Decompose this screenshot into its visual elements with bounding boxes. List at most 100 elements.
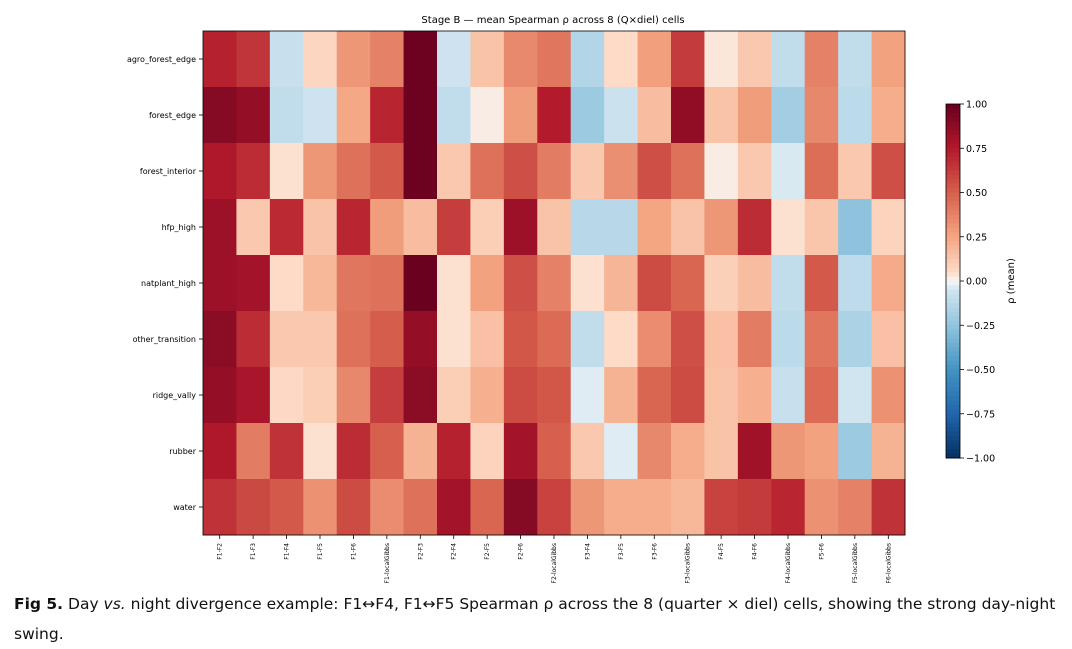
heatmap-cell	[570, 423, 605, 480]
colorbar-tick-label: 0.75	[966, 144, 987, 155]
colorbar-segment	[946, 281, 960, 286]
heatmap-cell	[737, 311, 772, 368]
colorbar-tick-label: 1.00	[966, 100, 987, 111]
row-labels: agro_forest_edge forest_edge forest_interi…	[127, 55, 203, 512]
heatmap-cell	[437, 423, 471, 480]
heatmap-cell	[503, 255, 538, 312]
heatmap-cell	[470, 199, 505, 256]
heatmap-cell	[503, 423, 538, 480]
heatmap-cell	[704, 367, 739, 424]
colorbar-segment	[946, 236, 960, 242]
heatmap-cell	[671, 311, 705, 368]
heatmap-cell	[637, 143, 672, 200]
column-label: F5-localGibbs	[852, 543, 859, 583]
row-label: water	[173, 503, 197, 512]
heatmap-cell	[570, 143, 605, 200]
heatmap-cell	[470, 143, 505, 200]
row-label: other_transition	[133, 335, 196, 344]
heatmap-cell	[637, 311, 672, 368]
heatmap-cell	[437, 199, 471, 256]
column-labels: F1-F2 F1-F3 F1-F4 F1-F5 F1-F6 F1-localGibbs F2…	[217, 535, 892, 583]
heatmap-cell	[570, 255, 605, 312]
row-label: natplant_high	[141, 279, 196, 288]
heatmap-cell	[236, 311, 271, 368]
colorbar-segment	[946, 117, 960, 123]
heatmap-cell	[370, 479, 404, 536]
colorbar-segment	[946, 378, 960, 384]
heatmap-cell	[637, 255, 672, 312]
heatmap-cell	[370, 311, 404, 368]
heatmap-cell	[838, 367, 872, 424]
heatmap-cell	[537, 87, 572, 144]
plot-frame	[202, 30, 906, 536]
heatmap-cell	[269, 479, 304, 536]
heatmap-cell	[604, 423, 638, 480]
heatmap-cell	[336, 31, 371, 88]
heatmap-cell	[203, 423, 237, 480]
row-label: rubber	[169, 447, 196, 456]
heatmap-cell	[704, 311, 739, 368]
heatmap-cell	[737, 87, 772, 144]
heatmap-cell	[570, 199, 605, 256]
heatmap-cell	[804, 367, 839, 424]
heatmap-cell	[871, 479, 906, 536]
heatmap-cell	[871, 31, 906, 88]
heatmap-cell	[370, 87, 404, 144]
caption-text-after: night divergence example: F1↔F4, F1↔F5 S…	[14, 595, 1056, 643]
colorbar-segment	[946, 104, 960, 109]
colorbar-segment	[946, 254, 960, 260]
heatmap-cell	[269, 31, 304, 88]
colorbar-segment	[946, 174, 960, 180]
heatmap-cell	[236, 199, 271, 256]
colorbar-segment	[946, 210, 960, 216]
colorbar-segment	[946, 307, 960, 313]
column-label: F2-F5	[484, 543, 491, 560]
heatmap-cell	[537, 367, 572, 424]
heatmap-cell	[804, 255, 839, 312]
heatmap-cell	[671, 479, 705, 536]
heatmap-cell	[269, 311, 304, 368]
heatmap-cell	[437, 367, 471, 424]
column-label: F2-F6	[518, 543, 525, 560]
heatmap-cell	[604, 87, 638, 144]
colorbar-segment	[946, 258, 960, 264]
heatmap-cell	[737, 423, 772, 480]
heatmap-cell	[570, 87, 605, 144]
column-label: F2-F3	[417, 543, 424, 560]
heatmap-cell	[871, 143, 906, 200]
heatmap-cell	[336, 311, 371, 368]
heatmap-cell	[403, 143, 438, 200]
colorbar-tick-label: 0.50	[966, 188, 987, 199]
heatmap-cell	[771, 367, 806, 424]
heatmap-cell	[503, 311, 538, 368]
heatmap-cell	[269, 255, 304, 312]
column-label: F1-F3	[250, 543, 257, 560]
heatmap-cell	[737, 143, 772, 200]
heatmap-cell	[804, 143, 839, 200]
heatmap-cell	[470, 87, 505, 144]
heatmap-cell	[537, 423, 572, 480]
heatmap-cell	[737, 31, 772, 88]
colorbar-segment	[946, 134, 960, 140]
heatmap-cell	[303, 311, 338, 368]
colorbar-segment	[946, 192, 960, 198]
heatmap-cell	[637, 423, 672, 480]
colorbar-segment	[946, 170, 960, 176]
heatmap-cell	[503, 199, 538, 256]
heatmap-cell	[671, 255, 705, 312]
colorbar-segment	[946, 272, 960, 278]
heatmap-cell	[437, 87, 471, 144]
colorbar-segment	[946, 201, 960, 207]
heatmap-cell	[671, 199, 705, 256]
heatmap-cell	[871, 423, 906, 480]
heatmap-cell	[704, 423, 739, 480]
heatmap-cell	[604, 311, 638, 368]
colorbar-segment	[946, 121, 960, 127]
heatmap-cell	[470, 423, 505, 480]
colorbar-segment	[946, 413, 960, 419]
colorbar-segment	[946, 223, 960, 229]
heatmap-cell	[604, 255, 638, 312]
heatmap-cell	[871, 87, 906, 144]
heatmap-cell	[737, 199, 772, 256]
caption-text-before: Day	[63, 595, 104, 613]
